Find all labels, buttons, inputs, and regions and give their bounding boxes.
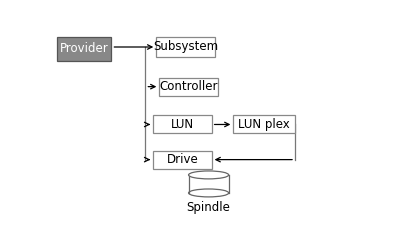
FancyBboxPatch shape: [57, 37, 111, 61]
FancyBboxPatch shape: [159, 78, 218, 96]
FancyBboxPatch shape: [153, 115, 212, 133]
Text: Controller: Controller: [159, 80, 218, 93]
FancyBboxPatch shape: [156, 37, 215, 57]
Text: Subsystem: Subsystem: [153, 40, 218, 54]
Ellipse shape: [189, 171, 229, 179]
Text: Provider: Provider: [60, 42, 109, 55]
Text: LUN: LUN: [171, 118, 194, 131]
FancyBboxPatch shape: [153, 151, 212, 169]
Text: LUN plex: LUN plex: [238, 118, 290, 131]
Text: Spindle: Spindle: [187, 201, 230, 214]
FancyBboxPatch shape: [233, 115, 295, 133]
Text: Drive: Drive: [166, 153, 198, 166]
